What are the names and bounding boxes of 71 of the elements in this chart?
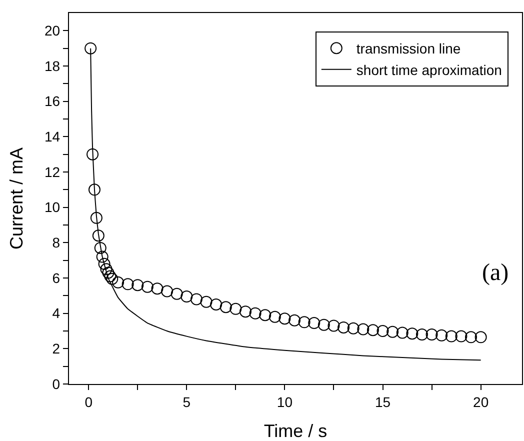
point (210, 298, 222, 310)
point (288, 314, 301, 326)
point (474, 331, 487, 344)
x-tick-label: 5 (182, 394, 191, 410)
point (357, 323, 370, 336)
y-tick-label: 0 (52, 376, 60, 392)
point (92, 230, 104, 242)
y-tick-label: 14 (44, 128, 60, 145)
legend-label: transmission line (356, 40, 461, 57)
x-tick-label: 0 (84, 394, 93, 410)
point (465, 331, 478, 344)
point (396, 326, 408, 339)
y-tick-label: 4 (52, 305, 60, 322)
point (86, 148, 99, 160)
point (366, 324, 379, 336)
point (90, 212, 102, 224)
point (161, 285, 174, 298)
x-tick-label: 20 (473, 394, 489, 410)
point (122, 278, 134, 290)
point (406, 328, 418, 340)
point (112, 276, 124, 288)
point (84, 42, 97, 54)
point (426, 328, 438, 341)
point (436, 329, 448, 342)
point (376, 325, 389, 337)
point (102, 266, 114, 279)
point (200, 296, 212, 308)
point (190, 293, 202, 306)
point (98, 258, 110, 270)
point (338, 321, 350, 334)
x-tick-label: 10 (276, 394, 293, 410)
y-tick-label: 8 (52, 234, 60, 251)
y-tick-label: 16 (44, 93, 60, 110)
point (347, 322, 360, 334)
x-tick-label: 15 (374, 394, 391, 410)
point (308, 317, 320, 330)
point (278, 312, 291, 325)
point (416, 328, 428, 341)
legend-label: short time aproximation (356, 62, 502, 78)
y-axis-title: Current / mA (6, 147, 27, 250)
y-tick-label: 6 (52, 270, 60, 286)
point (455, 330, 468, 342)
point (180, 290, 193, 303)
annotation: (a) (482, 260, 509, 286)
point (170, 288, 183, 300)
y-tick-label: 2 (52, 340, 60, 357)
point (106, 272, 118, 285)
point (230, 302, 242, 315)
point (445, 330, 458, 342)
point (141, 280, 154, 293)
point (94, 242, 106, 254)
point (220, 301, 232, 314)
y-tick-label: 18 (44, 58, 60, 74)
point (132, 279, 144, 292)
point (88, 184, 100, 196)
point (318, 318, 330, 331)
point (259, 309, 272, 322)
point (239, 306, 252, 318)
y-tick-label: 20 (44, 22, 60, 39)
y-tick-label: 12 (44, 164, 60, 180)
point (96, 250, 108, 263)
point (328, 320, 340, 332)
point (298, 316, 310, 328)
point (151, 282, 164, 295)
point (104, 270, 116, 282)
point (100, 263, 112, 276)
x-axis-title: Time / s (264, 421, 328, 441)
point (268, 310, 281, 323)
point (386, 326, 399, 338)
point (249, 307, 262, 320)
y-tick-label: 10 (44, 199, 60, 216)
